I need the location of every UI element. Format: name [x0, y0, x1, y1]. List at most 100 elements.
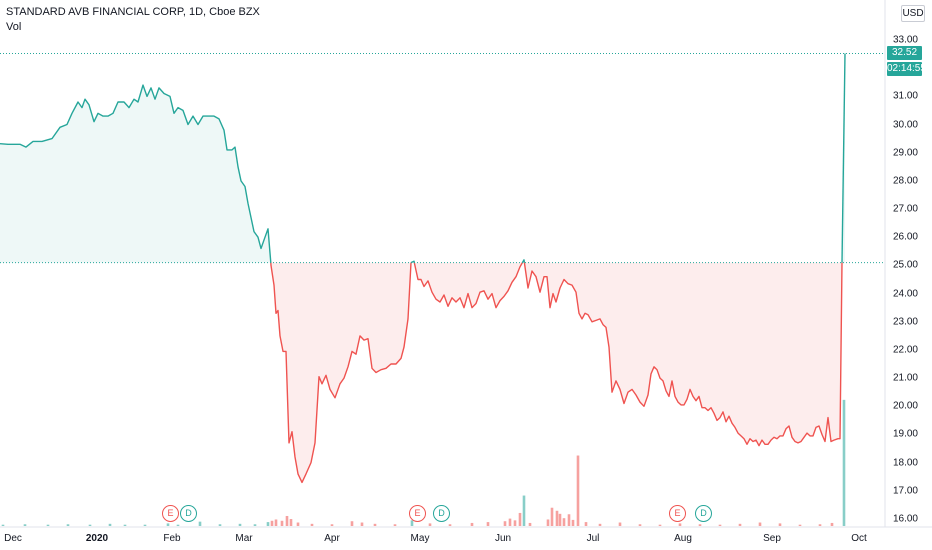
volume-bar — [598, 523, 602, 526]
price-line-above-baseline — [841, 53, 846, 263]
y-tick-label: 27.00 — [892, 203, 918, 215]
volume-bar — [253, 524, 257, 526]
volume-bar — [410, 520, 414, 526]
price-line-below-baseline — [413, 262, 524, 309]
volume-bar — [350, 521, 354, 526]
volume-bar — [330, 524, 334, 526]
volume-bar — [270, 520, 274, 526]
currency-button[interactable]: USD — [901, 5, 925, 22]
volume-bar — [238, 523, 242, 526]
volume-bar — [373, 523, 377, 526]
volume-bar — [842, 399, 846, 526]
x-tick-label: Oct — [851, 533, 867, 544]
volume-label: Vol — [6, 21, 22, 33]
volume-bar — [176, 524, 180, 526]
y-tick-label: 22.00 — [892, 344, 918, 356]
y-tick-label: 23.00 — [892, 316, 918, 328]
earnings-event-icon[interactable]: E — [669, 505, 686, 522]
x-tick-label: Aug — [674, 533, 692, 544]
volume-bar — [562, 518, 566, 526]
x-tick-label: 2020 — [85, 533, 109, 544]
volume-bar — [280, 520, 284, 526]
y-tick-label: 30.00 — [892, 119, 918, 131]
volume-bar — [88, 524, 92, 526]
last-price-badge: 32.52 — [887, 46, 922, 60]
price-line-below-baseline — [270, 262, 412, 484]
volume-bar — [798, 524, 802, 526]
volume-bar — [830, 522, 834, 526]
x-tick-label: Feb — [163, 533, 181, 544]
below-baseline-fill — [270, 262, 411, 483]
volume-bar — [143, 524, 147, 526]
countdown-badge: 02:14:55 — [887, 62, 926, 76]
guide-lines — [0, 53, 885, 264]
y-tick-label: 21.00 — [892, 372, 918, 384]
above-baseline-fill — [0, 85, 271, 263]
volume-bar — [296, 522, 300, 526]
volume-bar — [274, 519, 278, 526]
volume-bar — [448, 524, 452, 526]
dividend-event-icon[interactable]: D — [695, 505, 712, 522]
volume-bar — [658, 524, 662, 526]
volume-bar — [522, 495, 526, 526]
y-tick-label: 26.00 — [892, 231, 918, 243]
volume-bar — [166, 523, 170, 526]
below-baseline-fill — [414, 262, 523, 308]
volume-bar — [503, 521, 507, 526]
volume-bar — [555, 510, 559, 526]
y-tick-label: 20.00 — [892, 400, 918, 412]
price-line-above-baseline — [0, 84, 272, 263]
volume-bar — [360, 522, 364, 526]
price-lines — [0, 53, 846, 484]
volume-bar — [567, 514, 571, 526]
volume-bar — [678, 523, 682, 526]
volume-bar — [46, 524, 50, 526]
price-line-below-baseline — [523, 262, 843, 447]
volume-bar — [289, 519, 293, 526]
volume-bar — [108, 523, 112, 526]
volume-bar — [758, 522, 762, 526]
volume-bar — [23, 524, 27, 526]
dividend-event-icon[interactable]: D — [433, 505, 450, 522]
volume-bar — [738, 523, 742, 526]
earnings-event-icon[interactable]: E — [409, 505, 426, 522]
volume-bar — [718, 524, 722, 526]
baseline-fills — [0, 53, 845, 483]
x-tick-label: May — [410, 533, 430, 544]
chart-title: STANDARD AVB FINANCIAL CORP, 1D, Cboe BZ… — [6, 6, 260, 18]
y-tick-label: 16.00 — [892, 513, 918, 525]
y-tick-label: 29.00 — [892, 147, 918, 159]
volume-bar — [518, 512, 522, 526]
y-tick-label: 25.00 — [892, 259, 918, 271]
y-tick-label: 18.00 — [892, 457, 918, 469]
volume-bar — [778, 523, 782, 526]
volume-bar — [550, 507, 554, 526]
volume-bar — [528, 522, 532, 526]
dividend-event-icon[interactable]: D — [180, 505, 197, 522]
x-tick-label: Apr — [324, 533, 340, 544]
volume-bars — [1, 399, 846, 526]
volume-bar — [393, 524, 397, 526]
volume-bar — [571, 519, 575, 526]
volume-bar — [576, 455, 580, 526]
y-tick-label: 28.00 — [892, 175, 918, 187]
volume-bar — [513, 520, 517, 526]
x-tick-label: Jul — [586, 533, 600, 544]
volume-bar — [470, 522, 474, 526]
volume-bar — [618, 522, 622, 526]
volume-bar — [638, 524, 642, 526]
volume-bar — [508, 518, 512, 526]
volume-bar — [486, 522, 490, 526]
volume-bar — [285, 515, 289, 526]
volume-bar — [123, 524, 127, 526]
volume-bar — [428, 523, 432, 526]
volume-bar — [546, 519, 550, 526]
volume-bar — [584, 522, 588, 526]
price-line-above-baseline — [521, 259, 526, 263]
volume-bar — [558, 513, 562, 526]
volume-bar — [266, 522, 270, 526]
earnings-event-icon[interactable]: E — [162, 505, 179, 522]
volume-bar — [218, 524, 222, 526]
volume-bar — [66, 524, 70, 526]
